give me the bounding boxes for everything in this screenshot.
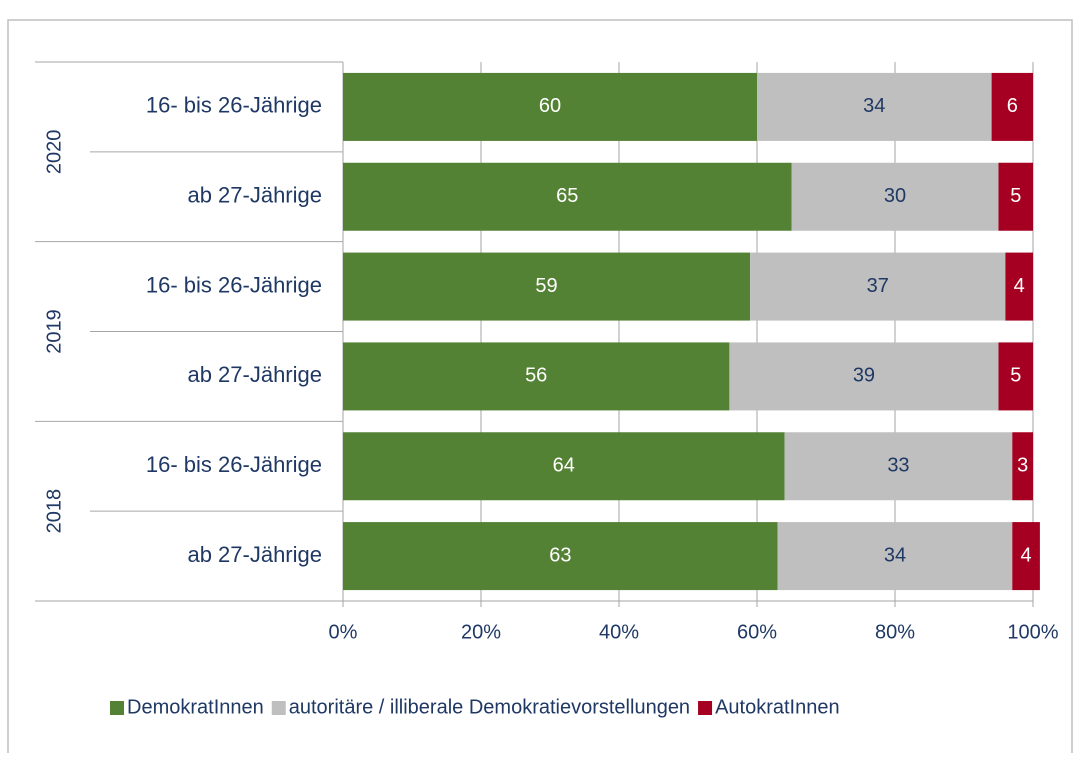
bar-segment — [991, 72, 1033, 141]
bar-segment — [757, 72, 992, 141]
legend-swatch — [271, 701, 286, 715]
bar-segment — [1012, 522, 1040, 591]
bar-segment — [343, 432, 785, 501]
bar-segment — [998, 342, 1033, 411]
y-tick-label: 16- bis 26-Jährige — [146, 452, 322, 477]
data-label: 34 — [884, 544, 906, 566]
legend-swatch — [110, 701, 124, 715]
bar-segment — [777, 522, 1013, 591]
y-tick-label: ab 27-Jährige — [187, 362, 322, 387]
data-label: 56 — [525, 365, 547, 387]
bar-segment — [791, 162, 999, 231]
bar-segment — [343, 522, 778, 591]
data-label: 30 — [884, 185, 906, 207]
bar-segment — [1012, 432, 1033, 501]
x-tick-label: 80% — [875, 621, 915, 643]
data-label: 39 — [853, 365, 875, 387]
data-label: 37 — [867, 275, 889, 297]
x-tick-label: 0% — [329, 621, 358, 643]
data-label: 5 — [1010, 365, 1021, 387]
data-label: 6 — [1007, 95, 1018, 117]
bar-segment — [343, 252, 751, 321]
legend-label: AutokratInnen — [715, 696, 840, 718]
bar-segment — [750, 252, 1006, 321]
data-label: 64 — [553, 455, 575, 477]
legend-label: DemokratInnen — [127, 696, 264, 718]
data-label: 3 — [1017, 455, 1028, 477]
y-tick-label: 16- bis 26-Jährige — [146, 93, 322, 118]
bar-segment — [343, 72, 757, 141]
bar-segment — [1005, 252, 1033, 321]
data-label: 4 — [1021, 544, 1032, 566]
y-tick-label: ab 27-Jährige — [187, 183, 322, 208]
legend-label: autoritäre / illiberale Demokratievorste… — [289, 696, 690, 718]
data-label: 63 — [549, 544, 571, 566]
y-tick-label: ab 27-Jährige — [187, 542, 322, 567]
data-label: 34 — [863, 95, 885, 117]
data-label: 65 — [556, 185, 578, 207]
x-tick-label: 100% — [1007, 621, 1058, 643]
data-label: 33 — [887, 455, 909, 477]
group-label: 2018 — [43, 489, 65, 533]
legend-swatch — [698, 701, 713, 715]
data-label: 59 — [535, 275, 557, 297]
data-label: 60 — [539, 95, 561, 117]
bar-segment — [998, 162, 1033, 231]
bar-segment — [784, 432, 1013, 501]
x-tick-label: 60% — [737, 621, 777, 643]
x-tick-label: 20% — [461, 621, 501, 643]
bar-segment — [343, 162, 792, 231]
bar-segment — [343, 342, 730, 411]
y-tick-label: 16- bis 26-Jährige — [146, 272, 322, 297]
group-label: 2019 — [43, 309, 65, 354]
data-label: 4 — [1014, 275, 1025, 297]
bar-segment — [729, 342, 999, 411]
frame — [7, 19, 1073, 758]
data-label: 5 — [1010, 185, 1021, 207]
group-label: 2020 — [43, 130, 65, 175]
x-tick-label: 40% — [599, 621, 639, 643]
